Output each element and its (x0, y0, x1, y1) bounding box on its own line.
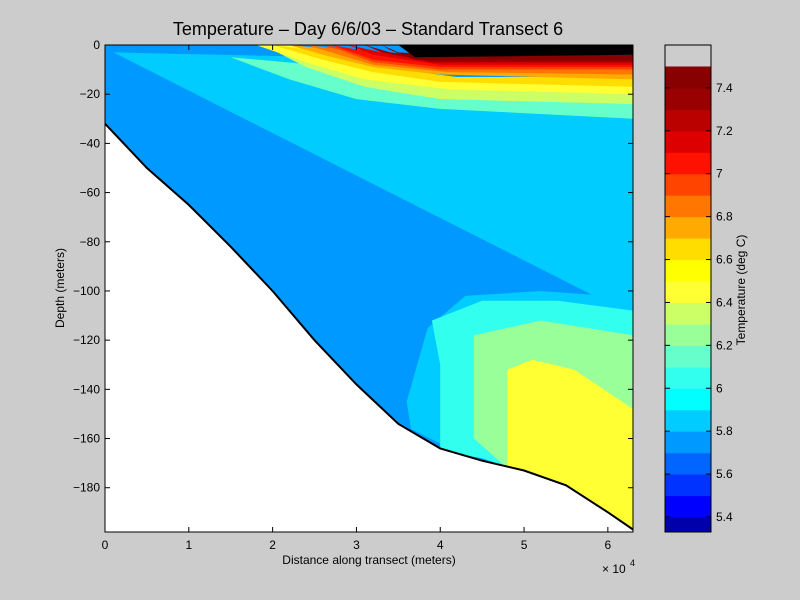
contour-region (398, 45, 633, 58)
x-tick-label: 1 (185, 538, 192, 552)
y-tick-label: −120 (73, 333, 100, 347)
x-tick-label: 0 (102, 538, 109, 552)
colorbar: 5.4 5.6 5.8 6 6.2 6.4 6.6 6.8 7 7.2 7.4 Temperatur… (664, 44, 748, 533)
colorbar-cell (665, 238, 711, 261)
colorbar-cell (665, 366, 711, 389)
colorbar-cell (665, 495, 711, 518)
colorbar-cell (665, 388, 711, 411)
colorbar-cell (665, 66, 711, 89)
x-multiplier-base: × 10 (602, 562, 626, 576)
colorbar-cell (665, 109, 711, 132)
colorbar-cell (665, 409, 711, 432)
colorbar-tick-label: 6.2 (716, 338, 733, 352)
x-tick-label: 4 (437, 538, 444, 552)
colorbar-cell (665, 345, 711, 368)
colorbar-cell (665, 195, 711, 218)
colorbar-tick-label: 5.6 (716, 467, 733, 481)
y-tick-label: −60 (80, 186, 101, 200)
x-axis-multiplier: × 10 4 (602, 558, 635, 576)
colorbar-tick-label: 7.2 (716, 124, 733, 138)
colorbar-tick-label: 6 (716, 381, 723, 395)
contour-region (272, 45, 633, 87)
colorbar-cell (665, 281, 711, 303)
colorbar-cell (665, 173, 711, 196)
colorbar-cell (665, 216, 711, 239)
axes: 0 1 2 3 4 5 6 0 −20 −40 −60 −80 −100 −120 −140 −160 −18… (73, 38, 634, 552)
colorbar-cell (665, 474, 711, 497)
x-axis-label: Distance along transect (meters) (282, 553, 455, 567)
x-axis: 0 1 2 3 4 5 6 (102, 45, 612, 552)
colorbar-tick-label: 6.4 (716, 295, 733, 309)
colorbar-tick-label: 7 (716, 167, 723, 181)
colorbar-frame (664, 44, 712, 533)
y-tick-label: −140 (73, 382, 100, 396)
colorbar-cells (665, 66, 711, 533)
colorbar-tick-label: 6.8 (716, 210, 733, 224)
y-tick-label: −40 (80, 136, 101, 150)
colorbar-tick-label: 6.6 (716, 253, 733, 267)
y-tick-label: −160 (73, 432, 100, 446)
bathymetry-line (104, 123, 634, 531)
x-tick-label: 6 (605, 538, 612, 552)
x-tick-label: 5 (521, 538, 528, 552)
y-tick-label: −20 (80, 87, 101, 101)
colorbar-tick-label: 5.8 (716, 424, 733, 438)
colorbar-cell (665, 452, 711, 475)
colorbar-cell (665, 259, 711, 282)
x-multiplier-exponent: 4 (630, 558, 635, 568)
contour-region (507, 359, 633, 532)
chart-title: Temperature – Day 6/6/03 – Standard Tran… (173, 19, 563, 39)
y-tick-label: 0 (93, 38, 100, 52)
y-tick-label: −100 (73, 284, 100, 298)
temperature-contours (113, 45, 633, 532)
colorbar-cell (665, 152, 711, 175)
x-tick-label: 3 (353, 538, 360, 552)
colorbar-cell (665, 431, 711, 454)
seafloor-mask (105, 123, 633, 532)
colorbar-label: Temperature (deg C) (734, 235, 748, 346)
contour-region (322, 45, 633, 70)
colorbar-cell (665, 130, 711, 153)
y-axis-label: Depth (meters) (53, 248, 67, 328)
colorbar-ticks: 5.4 5.6 5.8 6 6.2 6.4 6.6 6.8 7 7.2 7.4 (665, 81, 733, 524)
colorbar-cell (665, 87, 711, 110)
colorbar-tick-label: 7.4 (716, 81, 733, 95)
contour-region (331, 45, 633, 68)
colorbar-cell (665, 517, 711, 533)
x-tick-label: 2 (269, 538, 276, 552)
colorbar-cell (665, 302, 711, 325)
y-tick-label: −80 (80, 235, 101, 249)
colorbar-tick-label: 5.4 (716, 510, 733, 524)
colorbar-cell (665, 323, 711, 346)
axes-frame (104, 44, 634, 533)
y-axis: 0 −20 −40 −60 −80 −100 −120 −140 −160 −180 (73, 38, 633, 495)
y-tick-label: −180 (73, 481, 100, 495)
